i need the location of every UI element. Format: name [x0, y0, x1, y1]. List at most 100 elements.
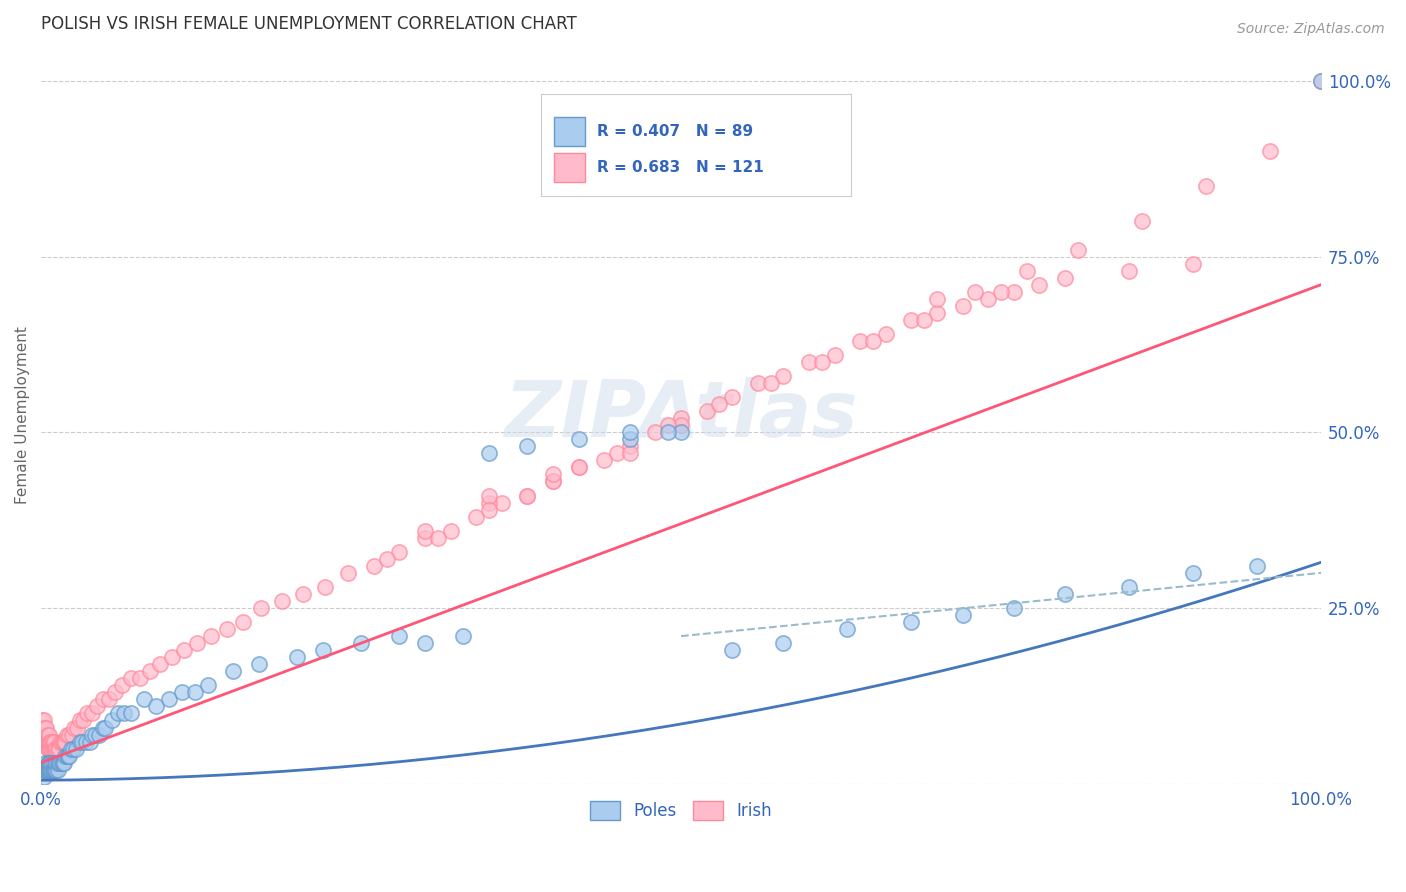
Point	[965, 285, 987, 299]
Point	[388, 545, 411, 559]
Point	[37, 763, 59, 777]
Point	[696, 404, 718, 418]
Point	[35, 763, 58, 777]
Point	[413, 636, 436, 650]
Point	[952, 299, 974, 313]
Point	[232, 615, 254, 629]
Point	[657, 425, 679, 440]
Point	[32, 727, 55, 741]
Point	[1002, 285, 1025, 299]
Point	[619, 446, 641, 460]
Point	[91, 721, 114, 735]
Point	[70, 734, 93, 748]
Point	[31, 721, 53, 735]
Point	[824, 348, 846, 362]
Point	[772, 369, 794, 384]
Point	[82, 706, 104, 721]
Point	[1118, 580, 1140, 594]
Point	[34, 734, 56, 748]
Point	[312, 643, 335, 657]
Point	[35, 763, 58, 777]
Point	[46, 756, 69, 770]
Point	[41, 756, 63, 770]
Point	[925, 306, 948, 320]
Point	[145, 699, 167, 714]
Point	[79, 734, 101, 748]
Point	[1195, 179, 1218, 194]
Text: R = 0.407   N = 89: R = 0.407 N = 89	[598, 124, 754, 139]
Point	[69, 714, 91, 728]
Point	[39, 763, 62, 777]
Point	[52, 734, 75, 748]
Point	[49, 756, 72, 770]
Point	[465, 509, 488, 524]
Point	[42, 734, 65, 748]
Point	[41, 734, 63, 748]
Point	[478, 502, 501, 516]
Point	[63, 721, 86, 735]
Point	[83, 727, 105, 741]
Point	[912, 313, 935, 327]
Point	[41, 763, 63, 777]
Point	[222, 665, 245, 679]
Point	[44, 741, 66, 756]
Point	[112, 706, 135, 721]
Point	[491, 495, 513, 509]
Point	[541, 475, 564, 489]
Point	[45, 763, 67, 777]
Point	[170, 685, 193, 699]
Point	[478, 489, 501, 503]
Point	[1182, 566, 1205, 580]
Point	[44, 756, 66, 770]
Point	[215, 622, 238, 636]
Point	[292, 587, 315, 601]
Point	[516, 439, 538, 453]
Point	[42, 763, 65, 777]
Point	[48, 756, 70, 770]
FancyBboxPatch shape	[554, 153, 585, 182]
Point	[314, 580, 336, 594]
Point	[41, 756, 63, 770]
Point	[60, 727, 83, 741]
Point	[45, 741, 67, 756]
Point	[49, 734, 72, 748]
Point	[34, 756, 56, 770]
Point	[58, 727, 80, 741]
Point	[94, 721, 117, 735]
Point	[285, 650, 308, 665]
Point	[65, 741, 87, 756]
Point	[46, 763, 69, 777]
Point	[1258, 144, 1281, 158]
Point	[37, 741, 59, 756]
Point	[100, 714, 122, 728]
Point	[35, 721, 58, 735]
Point	[45, 756, 67, 770]
Point	[34, 763, 56, 777]
Point	[270, 594, 292, 608]
Point	[41, 763, 63, 777]
Point	[69, 734, 91, 748]
Text: Source: ZipAtlas.com: Source: ZipAtlas.com	[1237, 22, 1385, 37]
Point	[75, 734, 97, 748]
Point	[41, 741, 63, 756]
Point	[619, 439, 641, 453]
Point	[925, 292, 948, 306]
Point	[875, 326, 897, 341]
Point	[58, 748, 80, 763]
Point	[42, 741, 65, 756]
Point	[37, 727, 59, 741]
Point	[38, 763, 60, 777]
Point	[606, 446, 628, 460]
Point	[55, 727, 77, 741]
Point	[38, 741, 60, 756]
Point	[32, 714, 55, 728]
Point	[721, 643, 744, 657]
Point	[55, 748, 77, 763]
Point	[669, 418, 692, 433]
Point	[38, 734, 60, 748]
Point	[900, 313, 922, 327]
Point	[811, 355, 834, 369]
Point	[593, 453, 616, 467]
Point	[31, 714, 53, 728]
Point	[42, 763, 65, 777]
